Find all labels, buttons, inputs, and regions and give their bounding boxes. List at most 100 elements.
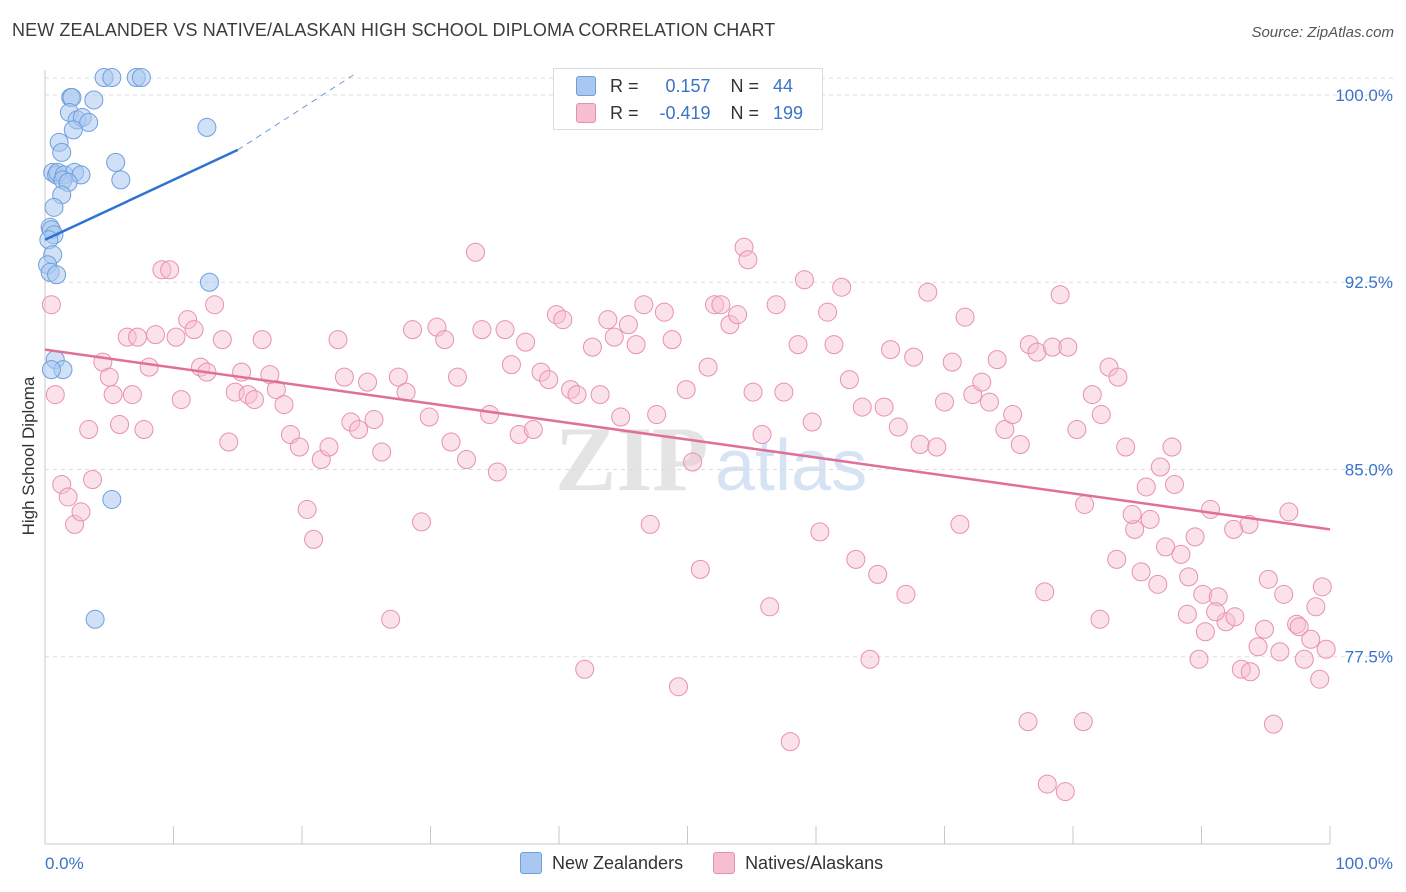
legend-item-new-zealanders[interactable]: New Zealanders xyxy=(520,852,683,874)
data-point-native-alaskan xyxy=(178,310,198,330)
data-point-native-alaskan xyxy=(71,502,91,522)
data-point-native-alaskan xyxy=(1248,637,1268,657)
data-point-native-alaskan xyxy=(238,385,258,405)
data-point-native-alaskan xyxy=(810,522,830,542)
data-point-native-alaskan xyxy=(1185,527,1205,547)
data-point-native-alaskan xyxy=(319,437,339,457)
data-point-native-alaskan xyxy=(734,237,754,257)
legend-swatch-pink xyxy=(713,852,736,874)
data-point-native-alaskan xyxy=(412,512,432,532)
data-point-native-alaskan xyxy=(1225,607,1245,627)
data-point-native-alaskan xyxy=(65,514,85,534)
data-point-native-alaskan xyxy=(1193,584,1213,604)
data-point-native-alaskan xyxy=(1224,519,1244,539)
data-point-native-alaskan xyxy=(766,295,786,315)
y-tick-label: 77.5% xyxy=(1345,648,1393,667)
data-point-native-alaskan xyxy=(1263,714,1283,734)
data-point-native-alaskan xyxy=(403,320,423,340)
data-point-native-alaskan xyxy=(669,677,689,697)
data-point-native-alaskan xyxy=(683,452,703,472)
data-point-native-alaskan xyxy=(647,405,667,425)
legend-item-natives-alaskans[interactable]: Natives/Alaskans xyxy=(713,852,883,874)
data-point-native-alaskan xyxy=(1162,437,1182,457)
data-point-native-alaskan xyxy=(117,327,137,347)
data-point-native-alaskan xyxy=(1270,642,1290,662)
data-point-new-zealander xyxy=(79,112,99,132)
data-point-native-alaskan xyxy=(487,462,507,482)
data-point-native-alaskan xyxy=(1294,649,1314,669)
data-point-native-alaskan xyxy=(567,385,587,405)
data-point-native-alaskan xyxy=(1310,669,1330,689)
n-value: 44 xyxy=(773,75,794,96)
data-point-native-alaskan xyxy=(728,305,748,325)
data-point-native-alaskan xyxy=(738,250,758,270)
data-point-native-alaskan xyxy=(419,407,439,427)
data-point-native-alaskan xyxy=(950,514,970,534)
trend-line-natives-alaskans xyxy=(44,348,1331,531)
data-point-native-alaskan xyxy=(304,529,324,549)
data-point-native-alaskan xyxy=(252,330,272,350)
data-point-new-zealander xyxy=(102,67,122,87)
data-point-native-alaskan xyxy=(654,302,674,322)
data-point-native-alaskan xyxy=(802,412,822,432)
data-point-native-alaskan xyxy=(979,392,999,412)
data-point-native-alaskan xyxy=(388,367,408,387)
n-label: N = xyxy=(730,102,760,123)
data-point-native-alaskan xyxy=(626,335,646,355)
data-point-native-alaskan xyxy=(372,442,392,462)
y-tick-labels: 77.5% 85.0% 92.5% 100.0% xyxy=(1335,86,1393,667)
data-point-native-alaskan xyxy=(1306,597,1326,617)
data-point-native-alaskan xyxy=(1206,602,1226,622)
stats-box: R = 0.157 N = 44 R = -0.419 N = 199 xyxy=(553,68,823,130)
data-point-native-alaskan xyxy=(110,415,130,435)
data-point-new-zealander xyxy=(85,609,105,629)
data-point-native-alaskan xyxy=(1240,662,1260,682)
data-point-native-alaskan xyxy=(1082,385,1102,405)
data-point-native-alaskan xyxy=(1208,587,1228,607)
data-point-native-alaskan xyxy=(852,397,872,417)
data-point-native-alaskan xyxy=(184,320,204,340)
data-point-native-alaskan xyxy=(846,549,866,569)
data-point-native-alaskan xyxy=(1125,519,1145,539)
data-point-native-alaskan xyxy=(349,420,369,440)
data-point-native-alaskan xyxy=(1150,457,1170,477)
data-point-native-alaskan xyxy=(1091,405,1111,425)
trend-line-new-zealanders xyxy=(44,148,239,241)
data-point-native-alaskan xyxy=(634,295,654,315)
data-point-native-alaskan xyxy=(1042,337,1062,357)
data-point-native-alaskan xyxy=(794,270,814,290)
data-point-native-alaskan xyxy=(690,559,710,579)
data-point-native-alaskan xyxy=(1177,604,1197,624)
stats-swatch-blue xyxy=(576,76,596,96)
data-point-native-alaskan xyxy=(1116,437,1136,457)
r-value: -0.419 xyxy=(659,102,711,123)
data-point-native-alaskan xyxy=(1010,435,1030,455)
data-point-native-alaskan xyxy=(41,295,61,315)
data-point-native-alaskan xyxy=(45,385,65,405)
data-point-native-alaskan xyxy=(472,320,492,340)
data-point-native-alaskan xyxy=(698,357,718,377)
data-point-native-alaskan xyxy=(780,732,800,752)
data-point-native-alaskan xyxy=(720,315,740,335)
data-point-native-alaskan xyxy=(987,350,1007,370)
data-point-native-alaskan xyxy=(590,385,610,405)
data-point-native-alaskan xyxy=(918,282,938,302)
data-point-native-alaskan xyxy=(788,335,808,355)
data-point-native-alaskan xyxy=(122,385,142,405)
data-point-native-alaskan xyxy=(927,437,947,457)
data-point-native-alaskan xyxy=(942,352,962,372)
data-point-new-zealander xyxy=(111,170,131,190)
x-tick-labels: 0.0% 100.0% xyxy=(45,854,1393,873)
data-point-native-alaskan xyxy=(212,330,232,350)
data-point-native-alaskan xyxy=(103,385,123,405)
data-point-native-alaskan xyxy=(881,340,901,360)
data-point-native-alaskan xyxy=(1055,782,1075,802)
data-point-native-alaskan xyxy=(128,327,148,347)
data-point-native-alaskan xyxy=(495,320,515,340)
data-point-native-alaskan xyxy=(760,597,780,617)
trend-line-new-zealanders-extension xyxy=(237,74,354,151)
data-point-native-alaskan xyxy=(1050,285,1070,305)
data-point-native-alaskan xyxy=(1258,569,1278,589)
data-point-native-alaskan xyxy=(297,499,317,519)
data-point-native-alaskan xyxy=(539,370,559,390)
